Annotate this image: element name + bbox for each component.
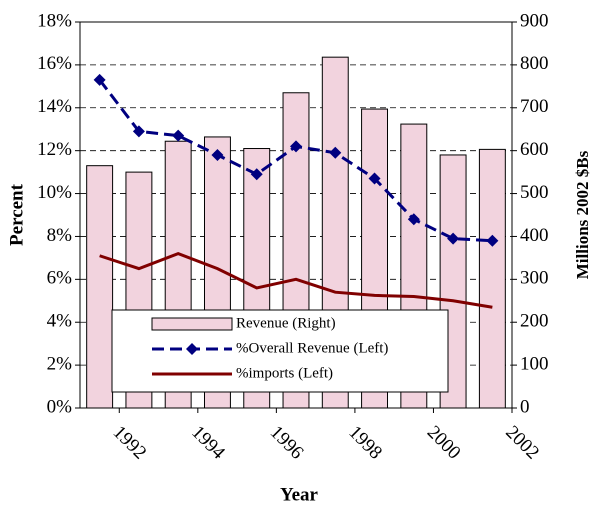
- y2-tick-label: 0: [520, 396, 530, 417]
- y-tick-label: 16%: [37, 53, 72, 74]
- y2-tick-label: 500: [520, 182, 549, 203]
- y-tick-label: 8%: [47, 225, 73, 246]
- x-tick-label: 1996: [266, 422, 308, 464]
- marker: [93, 73, 106, 86]
- y2-tick-label: 100: [520, 353, 549, 374]
- y2-tick-label: 900: [520, 10, 549, 31]
- y2-tick-label: 200: [520, 311, 549, 332]
- legend-marker: [186, 343, 198, 355]
- marker: [368, 172, 381, 185]
- x-tick-label: 2002: [501, 422, 543, 464]
- bar: [478, 148, 506, 409]
- y-tick-label: 12%: [37, 139, 72, 160]
- y2-tick-label: 700: [520, 96, 549, 117]
- y-tick-label: 0%: [47, 396, 73, 417]
- x-tick-label: 2000: [423, 422, 465, 464]
- y2-tick-label: 600: [520, 139, 549, 160]
- x-axis-title: Year: [280, 484, 319, 505]
- x-tick-label: 1998: [344, 422, 386, 464]
- y2-tick-label: 300: [520, 268, 549, 289]
- legend-swatch: [151, 317, 233, 331]
- x-tick-label: 1992: [109, 422, 151, 464]
- marker: [250, 168, 263, 181]
- y2-axis-title: Millions 2002 $Bs: [573, 150, 592, 279]
- x-tick-label: 1994: [187, 422, 229, 464]
- marker: [132, 125, 145, 138]
- line: [99, 251, 493, 309]
- legend-label: Revenue (Right): [236, 315, 336, 331]
- y2-tick-label: 800: [520, 53, 549, 74]
- marker: [290, 140, 302, 153]
- marker: [172, 129, 185, 142]
- y-tick-label: 6%: [47, 268, 73, 289]
- legend-label: %imports (Left): [236, 365, 333, 381]
- bar: [86, 165, 114, 409]
- legend-label: %Overall Revenue (Left): [236, 340, 388, 356]
- marker: [447, 232, 460, 245]
- y-tick-label: 2%: [47, 353, 73, 374]
- y-tick-label: 14%: [37, 96, 72, 117]
- marker: [329, 146, 342, 159]
- y-tick-label: 18%: [37, 10, 72, 31]
- y-axis-title: Percent: [6, 183, 27, 246]
- plot-frame: [79, 21, 513, 409]
- y2-tick-label: 400: [520, 225, 549, 246]
- marker: [486, 234, 499, 247]
- y-tick-label: 10%: [37, 182, 72, 203]
- y-tick-label: 4%: [47, 311, 73, 332]
- marker: [211, 148, 224, 161]
- marker: [407, 213, 420, 226]
